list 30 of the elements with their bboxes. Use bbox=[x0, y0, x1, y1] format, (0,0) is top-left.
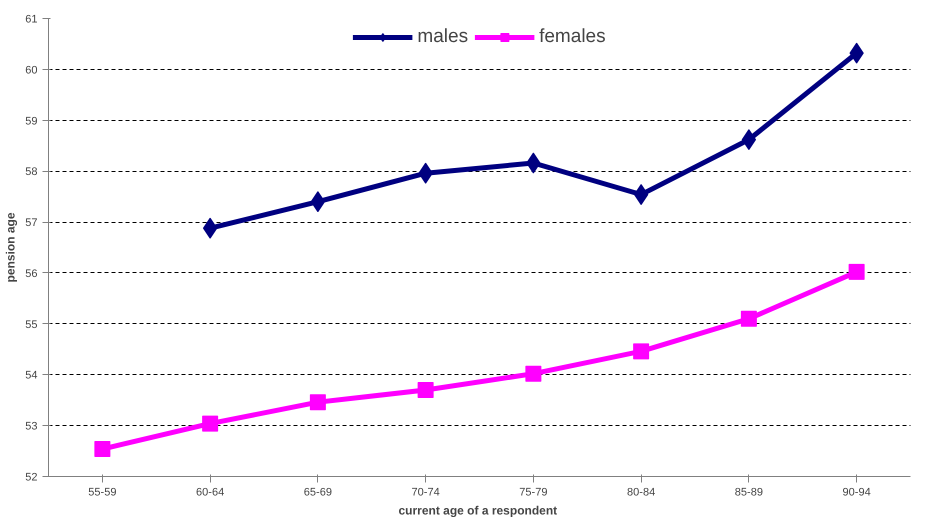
x-tick-label: 90-94 bbox=[842, 486, 871, 498]
x-tick-label: 85-89 bbox=[734, 486, 763, 498]
y-tick-label: 59 bbox=[25, 115, 38, 128]
point bbox=[740, 310, 757, 327]
x-tick-label: 55-59 bbox=[88, 486, 116, 498]
y-tick-label: 56 bbox=[25, 268, 38, 280]
y-tick-label: 53 bbox=[25, 420, 38, 433]
point bbox=[94, 441, 110, 458]
y-tick-label: 58 bbox=[25, 166, 38, 178]
y-tick-label: 60 bbox=[25, 64, 38, 76]
point bbox=[633, 343, 650, 360]
x-tick-label: 80-84 bbox=[627, 486, 656, 498]
y-tick-label: 52 bbox=[25, 472, 38, 484]
point bbox=[202, 416, 218, 432]
y-tick-label: 61 bbox=[25, 14, 38, 26]
x-tick-label: 65-69 bbox=[304, 486, 332, 498]
y-tick-label: 54 bbox=[25, 370, 38, 382]
point bbox=[310, 394, 326, 410]
y-tick-label: 57 bbox=[25, 217, 38, 230]
x-tick-label: 60-64 bbox=[196, 486, 224, 498]
y-axis-title: pension age bbox=[3, 212, 18, 283]
x-axis-title: current age of a respondent bbox=[398, 504, 558, 518]
point bbox=[848, 264, 865, 280]
y-tick-label: 55 bbox=[25, 318, 38, 331]
x-tick-label: 70-74 bbox=[412, 486, 440, 498]
legend-label: females bbox=[539, 26, 606, 48]
legend-label: males bbox=[417, 26, 468, 48]
point bbox=[418, 382, 434, 398]
x-tick-label: 75-79 bbox=[519, 486, 548, 498]
point bbox=[525, 366, 542, 382]
